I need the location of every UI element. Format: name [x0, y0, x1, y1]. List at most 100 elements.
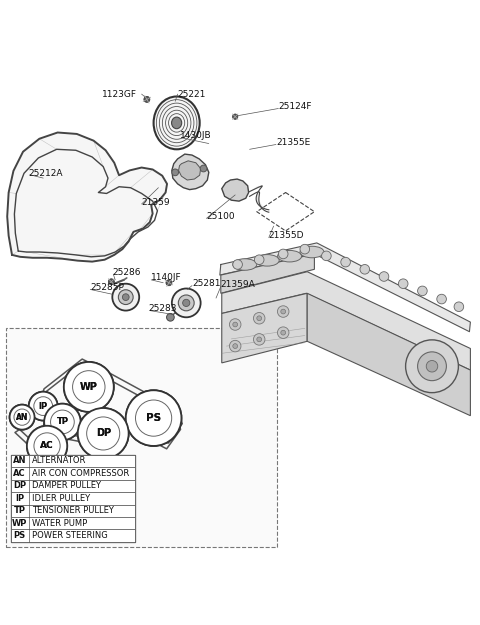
Circle shape: [126, 390, 181, 446]
Circle shape: [426, 361, 438, 372]
Text: PS: PS: [146, 413, 161, 423]
Circle shape: [341, 258, 350, 267]
Circle shape: [233, 260, 242, 269]
Circle shape: [398, 279, 408, 289]
Bar: [11, 529, 135, 542]
Circle shape: [281, 330, 286, 335]
Circle shape: [122, 294, 129, 301]
Circle shape: [167, 314, 174, 321]
Circle shape: [27, 426, 67, 466]
Text: 21359: 21359: [142, 198, 170, 207]
Text: 25286: 25286: [113, 268, 141, 277]
Text: WP: WP: [12, 519, 27, 528]
Ellipse shape: [277, 251, 301, 262]
Text: PS: PS: [13, 531, 26, 540]
Text: TP: TP: [57, 418, 69, 426]
Text: AC: AC: [40, 441, 54, 451]
Circle shape: [10, 404, 35, 429]
Text: TENSIONER PULLEY: TENSIONER PULLEY: [32, 506, 114, 515]
Text: IP: IP: [15, 494, 24, 502]
Circle shape: [322, 251, 331, 261]
Circle shape: [406, 340, 458, 392]
Text: ALTERNATOR: ALTERNATOR: [32, 456, 86, 466]
Circle shape: [108, 279, 114, 285]
Bar: [11, 517, 135, 529]
Text: 25124F: 25124F: [278, 102, 312, 111]
Text: AIR CON COMPRESSOR: AIR CON COMPRESSOR: [32, 469, 129, 478]
Text: TP: TP: [57, 418, 69, 426]
Bar: [6, 328, 277, 547]
Text: 1430JB: 1430JB: [180, 131, 212, 141]
Text: POWER STEERING: POWER STEERING: [32, 531, 108, 540]
Bar: [11, 454, 135, 467]
Circle shape: [229, 319, 241, 330]
Bar: [11, 454, 135, 542]
Circle shape: [253, 312, 265, 324]
Text: AN: AN: [16, 412, 28, 422]
Text: 25285P: 25285P: [90, 283, 124, 292]
Circle shape: [278, 249, 288, 259]
Circle shape: [454, 302, 464, 311]
Circle shape: [29, 392, 58, 421]
Circle shape: [254, 255, 264, 264]
Circle shape: [277, 327, 289, 338]
Polygon shape: [222, 293, 307, 363]
Circle shape: [233, 322, 238, 327]
Polygon shape: [222, 272, 470, 370]
Text: AC: AC: [13, 469, 26, 478]
Text: WP: WP: [80, 382, 98, 392]
Text: DP: DP: [96, 429, 111, 439]
Text: 25212A: 25212A: [29, 169, 63, 177]
Circle shape: [112, 284, 139, 311]
Circle shape: [200, 165, 207, 172]
Circle shape: [64, 362, 114, 412]
Circle shape: [233, 344, 238, 349]
Circle shape: [257, 316, 262, 321]
Text: 21359A: 21359A: [221, 280, 255, 289]
Circle shape: [172, 169, 179, 176]
Bar: [11, 492, 135, 504]
Circle shape: [253, 334, 265, 345]
Text: 25100: 25100: [206, 212, 235, 221]
Circle shape: [418, 286, 427, 296]
Circle shape: [257, 337, 262, 342]
Text: WP: WP: [80, 382, 98, 392]
Bar: [11, 467, 135, 479]
Text: AC: AC: [40, 441, 54, 451]
Circle shape: [379, 272, 389, 281]
Circle shape: [229, 341, 241, 352]
Circle shape: [172, 289, 201, 318]
Polygon shape: [220, 243, 470, 332]
Text: 21355E: 21355E: [276, 138, 310, 147]
Bar: [11, 479, 135, 492]
Circle shape: [119, 290, 133, 304]
Text: AN: AN: [13, 456, 26, 466]
Text: 25221: 25221: [178, 89, 206, 99]
Circle shape: [44, 404, 81, 440]
Ellipse shape: [233, 259, 257, 270]
Polygon shape: [172, 154, 209, 189]
Circle shape: [300, 244, 310, 254]
Ellipse shape: [255, 254, 279, 266]
Circle shape: [182, 299, 190, 306]
Ellipse shape: [300, 246, 324, 258]
Circle shape: [126, 390, 181, 446]
Circle shape: [232, 114, 238, 119]
Text: WATER PUMP: WATER PUMP: [32, 519, 87, 528]
Text: AN: AN: [16, 412, 28, 422]
Circle shape: [281, 309, 286, 314]
Text: IP: IP: [38, 402, 48, 411]
Text: DP: DP: [96, 429, 111, 439]
Polygon shape: [179, 161, 201, 180]
Text: PS: PS: [146, 413, 161, 423]
Polygon shape: [307, 293, 470, 416]
Polygon shape: [7, 132, 167, 262]
Circle shape: [78, 408, 129, 459]
Circle shape: [179, 295, 194, 311]
Text: 1140JF: 1140JF: [151, 274, 182, 282]
Circle shape: [64, 362, 114, 412]
Circle shape: [277, 306, 289, 318]
Text: TP: TP: [13, 506, 25, 515]
Circle shape: [418, 352, 446, 381]
Circle shape: [166, 280, 172, 286]
